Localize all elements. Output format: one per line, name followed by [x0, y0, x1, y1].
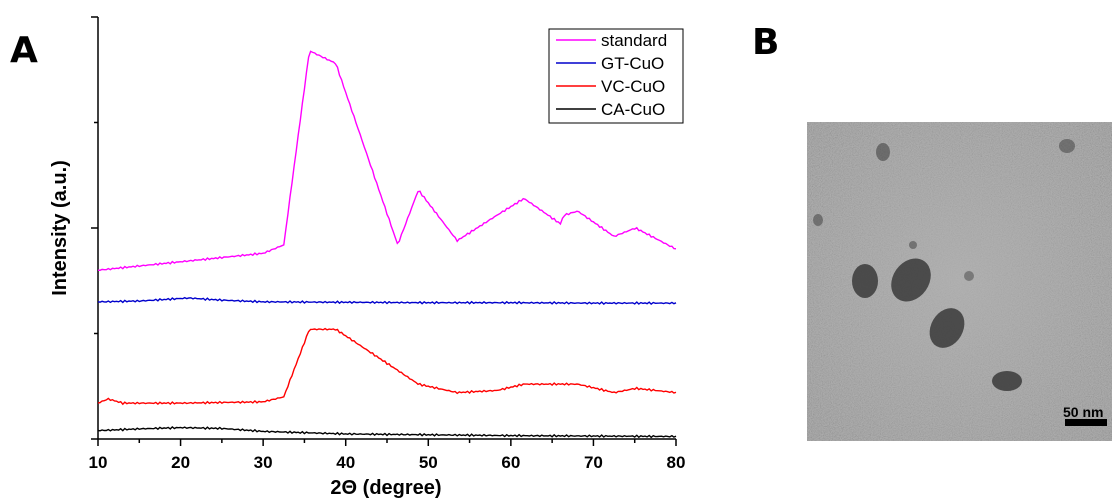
- legend-label-ca-cuo: CA-CuO: [601, 100, 665, 119]
- nanoparticle: [992, 371, 1022, 391]
- x-tick-label: 50: [419, 453, 438, 472]
- scale-bar-label: 50 nm: [1063, 404, 1103, 420]
- xrd-chart: 10 20 30 40 50 60 70 80 2Θ (degree) Intensity (…: [49, 16, 686, 499]
- legend-label-gt-cuo: GT-CuO: [601, 54, 664, 73]
- y-axis-label: Intensity (a.u.): [49, 160, 71, 296]
- tem-micrograph: 50 nm: [807, 122, 1112, 441]
- x-axis-label: 2Θ (degree): [330, 477, 441, 499]
- x-ticks: 10 20 30 40 50 60 70 80: [89, 439, 686, 472]
- legend-label-standard: standard: [601, 31, 667, 50]
- legend: standard GT-CuO VC-CuO CA-CuO: [548, 28, 684, 124]
- x-tick-label: 70: [584, 453, 603, 472]
- x-tick-label: 30: [254, 453, 273, 472]
- nanoparticles: [813, 139, 1075, 391]
- panel-a-label: A: [10, 30, 38, 71]
- scale-bar: [1065, 419, 1107, 426]
- nanoparticle: [1059, 139, 1075, 153]
- nanoparticle: [813, 214, 823, 226]
- panel-b-label: B: [752, 22, 780, 63]
- series-line-gt-cuo: [97, 296, 677, 306]
- plot-lines: [97, 50, 677, 439]
- x-tick-label: 20: [171, 453, 190, 472]
- nanoparticle: [929, 308, 965, 348]
- series-line-ca-cuo: [97, 425, 677, 439]
- legend-box: [548, 28, 684, 124]
- nanoparticle: [876, 143, 890, 161]
- x-tick-label: 10: [89, 453, 108, 472]
- x-tick-label: 40: [336, 453, 355, 472]
- series-line-vc-cuo: [97, 327, 677, 406]
- series-line-standard: [97, 50, 677, 272]
- nanoparticle: [852, 264, 878, 298]
- nanoparticle: [964, 271, 974, 281]
- x-tick-label: 80: [667, 453, 686, 472]
- nanoparticle: [909, 241, 917, 249]
- nanoparticle: [891, 258, 931, 302]
- x-tick-label: 60: [501, 453, 520, 472]
- legend-label-vc-cuo: VC-CuO: [601, 77, 665, 96]
